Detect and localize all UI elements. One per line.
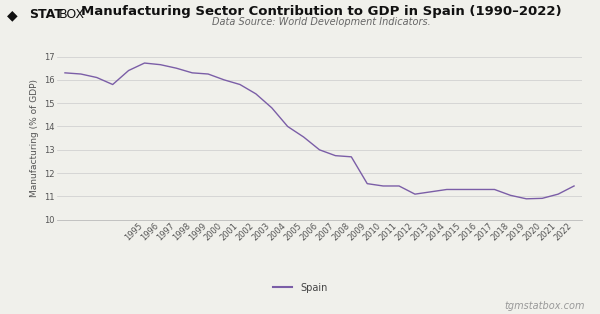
Text: BOX: BOX [59, 8, 85, 21]
Legend: Spain: Spain [269, 279, 331, 297]
Text: tgmstatbox.com: tgmstatbox.com [505, 301, 585, 311]
Y-axis label: Manufacturing (% of GDP): Manufacturing (% of GDP) [31, 79, 40, 197]
Text: Manufacturing Sector Contribution to GDP in Spain (1990–2022): Manufacturing Sector Contribution to GDP… [80, 5, 562, 18]
Text: Data Source: World Development Indicators.: Data Source: World Development Indicator… [212, 17, 430, 27]
Text: ◆: ◆ [7, 8, 18, 22]
Text: STAT: STAT [29, 8, 62, 21]
